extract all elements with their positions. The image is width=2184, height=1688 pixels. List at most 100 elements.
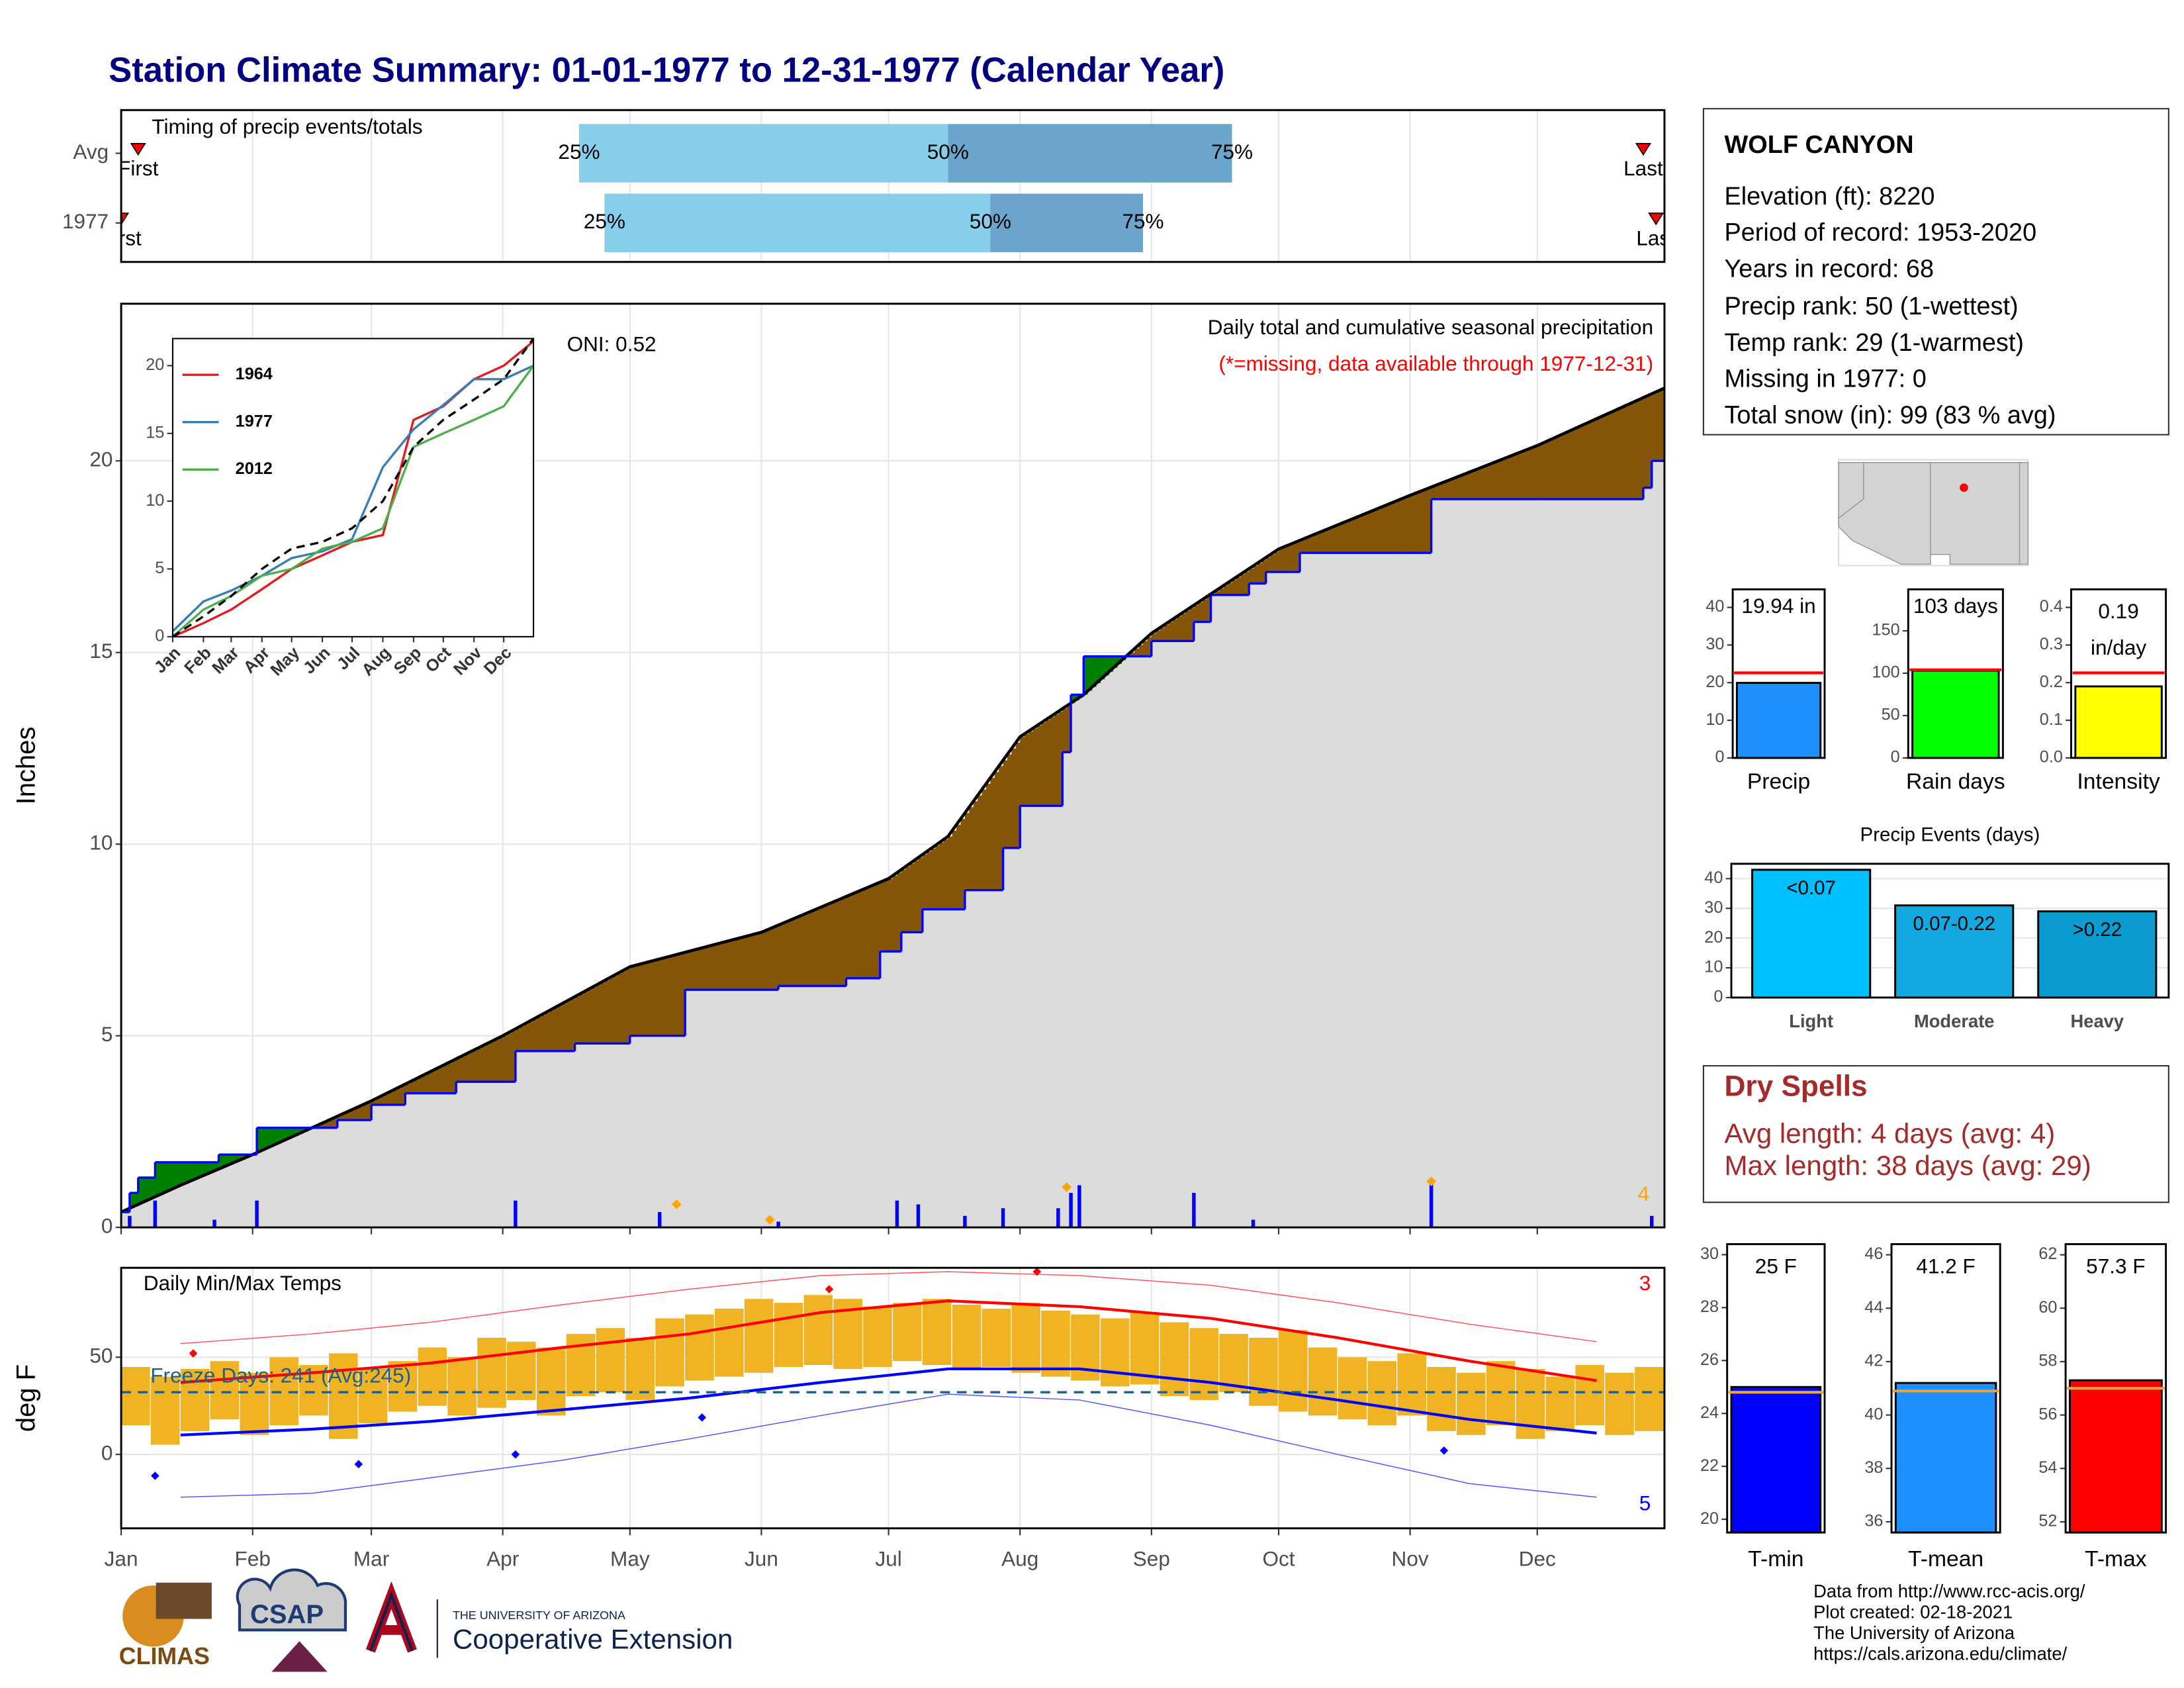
area-below <box>439 1093 444 1228</box>
area-below <box>1257 583 1263 1228</box>
area-below <box>295 1135 300 1228</box>
deficit-band <box>714 944 720 990</box>
area-below <box>931 909 936 1228</box>
deficit-band <box>685 952 690 990</box>
deficit-band <box>388 1092 393 1105</box>
temp-range-bar <box>240 1372 269 1435</box>
y-tick-label: 30 <box>1700 1244 1719 1263</box>
area-below <box>863 978 868 1228</box>
deficit-band <box>1567 432 1572 500</box>
surplus-band <box>240 1154 245 1160</box>
area-below <box>731 990 737 1228</box>
area-below <box>511 1082 516 1228</box>
timing-label: Last <box>1623 156 1663 180</box>
x-tick-label: T-min <box>1748 1547 1803 1571</box>
area-below <box>795 986 800 1228</box>
area-below <box>858 978 864 1228</box>
surplus-band <box>197 1162 203 1178</box>
deficit-band <box>761 932 766 990</box>
y-tick-label: 100 <box>1872 663 1900 682</box>
area-below <box>375 1104 381 1228</box>
timing-label: First <box>118 156 159 180</box>
area-below <box>1202 622 1207 1228</box>
deficit-band <box>1541 444 1547 500</box>
deficit-band <box>969 807 974 890</box>
y-tick-label: 15 <box>146 423 164 442</box>
arizona-a-outline <box>369 1591 414 1652</box>
area-below <box>990 890 995 1228</box>
area-below <box>1244 594 1250 1228</box>
area-below <box>1075 700 1080 1228</box>
area-below <box>1041 806 1046 1228</box>
deficit-band <box>523 1024 529 1051</box>
deficit-band <box>1431 487 1436 500</box>
area-below <box>749 990 754 1228</box>
y-tick-label: 0 <box>1715 748 1724 767</box>
dry-spells-box <box>1702 1064 2169 1203</box>
area-below <box>629 1035 635 1228</box>
deficit-band <box>1295 541 1300 573</box>
area-below <box>1189 641 1195 1228</box>
deficit-band <box>379 1096 385 1105</box>
oni-annotation: ONI: 0.52 <box>567 332 657 355</box>
area-below <box>536 1051 541 1228</box>
y-tick-label: 5 <box>155 559 164 577</box>
deficit-band <box>1261 560 1267 584</box>
station-line: Total snow (in): 99 (83 % avg) <box>1724 401 2056 429</box>
area-below <box>837 986 842 1228</box>
surplus-band <box>222 1154 228 1168</box>
area-below <box>1346 553 1351 1228</box>
x-tick-label: Aug <box>1001 1547 1038 1571</box>
deficit-band <box>1457 477 1462 500</box>
area-below <box>914 932 919 1228</box>
area-below <box>833 986 839 1228</box>
deficit-band <box>481 1046 486 1082</box>
area-below <box>269 1147 275 1228</box>
deficit-band <box>927 851 932 910</box>
area-below <box>617 1043 622 1228</box>
temp-range-bar <box>1545 1376 1575 1431</box>
deficit-band <box>451 1060 457 1094</box>
deficit-band <box>1630 403 1635 500</box>
surplus-band <box>286 1127 291 1140</box>
timing-bar <box>604 193 991 252</box>
deficit-band <box>659 959 664 1036</box>
timing-label: 50% <box>970 209 1011 233</box>
area-below <box>994 890 999 1228</box>
area-below <box>299 1133 304 1228</box>
deficit-band <box>1465 473 1470 500</box>
area-below <box>1355 553 1360 1228</box>
area-below <box>236 1162 241 1228</box>
deficit-band <box>867 887 872 978</box>
freeze-note: Freeze Days: 241 (Avg:245) <box>150 1363 411 1387</box>
deficit-band <box>1660 390 1665 461</box>
area-below <box>625 1043 631 1228</box>
deficit-band <box>371 1101 377 1105</box>
deficit-band <box>608 978 614 1044</box>
deficit-band <box>1571 430 1576 500</box>
area-below <box>905 932 911 1228</box>
temp-range-bar <box>863 1306 892 1368</box>
y-tick-label: 1977 <box>62 209 109 233</box>
extension-name: Cooperative Extension <box>453 1623 733 1654</box>
deficit-band <box>498 1037 504 1082</box>
area-below <box>1109 671 1114 1228</box>
area-below <box>1588 499 1593 1228</box>
deficit-band <box>1410 495 1415 553</box>
climas-emblem <box>156 1582 212 1619</box>
deficit-band <box>490 1042 495 1082</box>
temp-range-bar <box>1635 1367 1664 1431</box>
deficit-band <box>736 939 741 990</box>
surplus-band <box>214 1162 220 1171</box>
area-below <box>668 1035 673 1228</box>
locator-map <box>1838 459 2029 567</box>
area-below <box>659 1035 664 1228</box>
area-below <box>1401 553 1406 1228</box>
area-below <box>396 1104 402 1228</box>
station-line: Years in record: 68 <box>1724 255 1934 283</box>
x-tick-label: Jul <box>875 1547 901 1571</box>
deficit-band <box>617 973 622 1044</box>
area-below <box>1287 572 1292 1228</box>
y-tick-label: 28 <box>1700 1297 1719 1316</box>
deficit-band <box>578 994 584 1044</box>
